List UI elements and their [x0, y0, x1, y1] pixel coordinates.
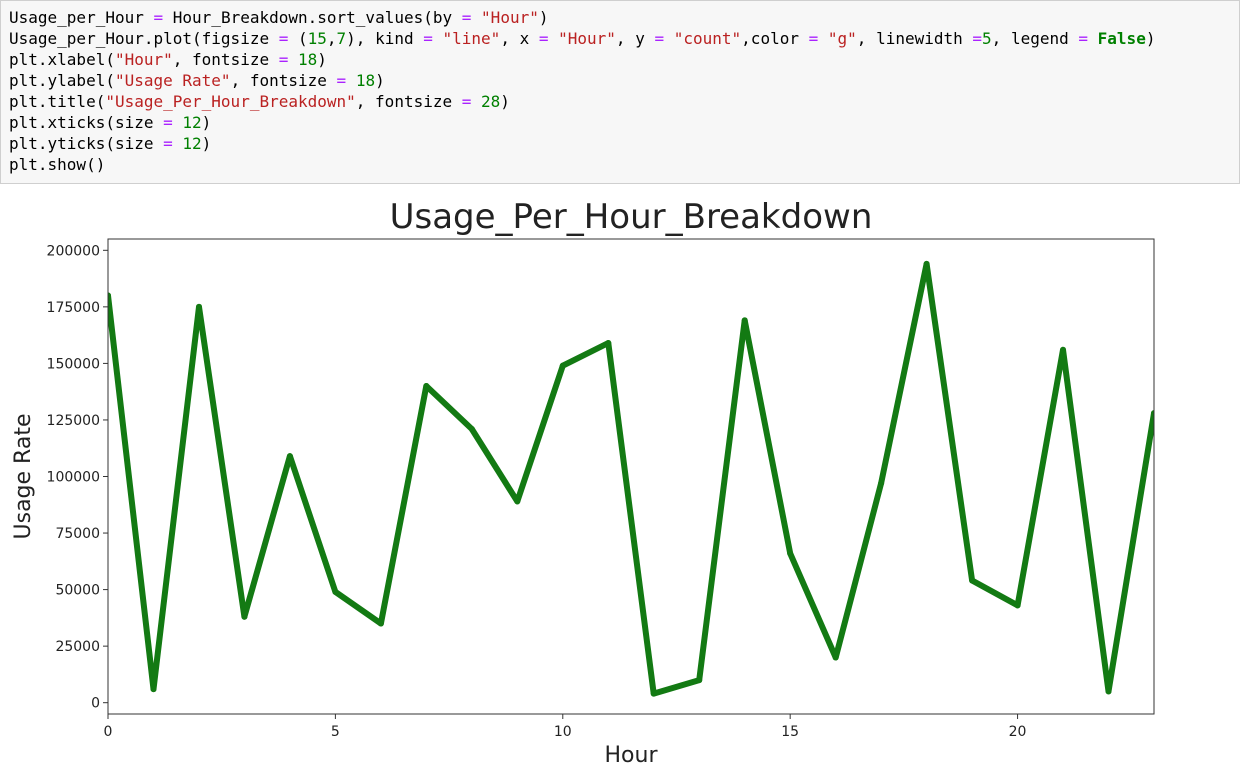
x-tick-label: 10 — [554, 724, 572, 740]
code-line: plt.ylabel("Usage Rate", fontsize = 18) — [9, 71, 385, 90]
code-line: plt.show() — [9, 155, 106, 174]
data-point — [241, 613, 248, 620]
data-point — [1014, 602, 1021, 609]
data-point — [696, 677, 703, 684]
data-point — [195, 303, 202, 310]
code-line: plt.yticks(size = 12) — [9, 134, 212, 153]
y-tick-label: 200000 — [47, 243, 100, 259]
data-point — [514, 498, 521, 505]
y-tick-label: 125000 — [47, 413, 100, 429]
data-point — [108, 292, 111, 299]
data-point — [1151, 410, 1154, 417]
data-point — [650, 690, 657, 697]
data-point — [1105, 688, 1112, 695]
data-point — [832, 654, 839, 661]
data-point — [332, 588, 339, 595]
data-point — [468, 426, 475, 432]
axis-ticks: 0 5 10 15 20 0 25000 50000 75000 100000 125000 1500… — [47, 243, 1027, 740]
y-tick-label: 100000 — [47, 470, 100, 486]
code-line: plt.xticks(size = 12) — [9, 113, 212, 132]
code-cell[interactable]: Usage_per_Hour = Hour_Breakdown.sort_val… — [0, 0, 1240, 184]
data-point — [286, 453, 293, 460]
data-point — [923, 260, 930, 267]
code-line: plt.title("Usage_Per_Hour_Breakdown", fo… — [9, 92, 510, 111]
x-tick-label: 15 — [781, 724, 799, 740]
data-point — [423, 383, 430, 390]
y-tick-label: 175000 — [47, 300, 100, 316]
data-point — [741, 317, 748, 324]
code-line: plt.xlabel("Hour", fontsize = 18) — [9, 50, 327, 69]
data-point — [150, 686, 157, 693]
x-tick-label: 5 — [331, 724, 340, 740]
y-tick-label: 75000 — [55, 526, 100, 542]
data-point — [969, 577, 976, 584]
x-tick-label: 0 — [104, 724, 113, 740]
data-point — [377, 620, 384, 627]
data-point — [787, 550, 794, 557]
data-point — [605, 340, 612, 347]
y-tick-label: 150000 — [47, 356, 100, 372]
series-line — [108, 260, 1154, 697]
data-point — [559, 362, 566, 369]
code-line: Usage_per_Hour = Hour_Breakdown.sort_val… — [9, 8, 549, 27]
x-axis-label: Hour — [605, 743, 659, 768]
y-tick-label: 25000 — [55, 639, 100, 655]
data-point — [878, 480, 885, 487]
chart-title: Usage_Per_Hour_Breakdown — [390, 197, 873, 237]
plot-frame — [107, 238, 1155, 715]
y-axis-label: Usage Rate — [11, 414, 36, 540]
code-line: Usage_per_Hour.plot(figsize = (15,7), ki… — [9, 29, 1156, 48]
line-chart: Usage_Per_Hour_Breakdown Usage Rate Hour… — [11, 197, 1155, 768]
x-tick-label: 20 — [1009, 724, 1027, 740]
code-editor[interactable]: Usage_per_Hour = Hour_Breakdown.sort_val… — [9, 7, 1231, 175]
data-point — [1060, 346, 1067, 353]
series-layer — [108, 260, 1154, 697]
y-tick-label: 50000 — [55, 583, 100, 599]
y-tick-label: 0 — [91, 696, 100, 712]
